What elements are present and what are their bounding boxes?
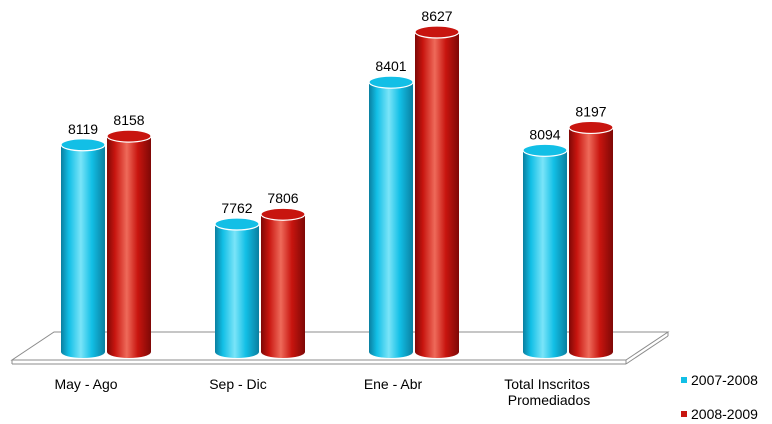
bar-body <box>369 82 413 359</box>
category-label-may-ago: May - Ago <box>54 376 117 392</box>
value-label-total-inscritos-promediados-2007-2008: 8094 <box>529 126 560 142</box>
bar-top-cap <box>368 75 414 89</box>
bar-body <box>215 224 259 358</box>
bar-body <box>569 127 613 358</box>
value-label-ene-abr-2008-2009: 8627 <box>421 8 452 24</box>
legend-label-2008-2009: 2008-2009 <box>691 406 758 422</box>
bar-may-ago-2008-2009 <box>106 129 152 358</box>
category-label-sep-dic: Sep - Dic <box>209 376 267 392</box>
bars-group <box>60 25 614 359</box>
value-label-may-ago-2008-2009: 8158 <box>113 112 144 128</box>
bar-total-inscritos-promediados-2007-2008 <box>522 143 568 358</box>
bar-top-cap <box>214 217 260 231</box>
bar-body <box>415 32 459 358</box>
value-label-sep-dic-2007-2008: 7762 <box>221 200 252 216</box>
legend: 2007-2008 2008-2009 <box>681 372 758 422</box>
bar-total-inscritos-promediados-2008-2009 <box>568 120 614 358</box>
legend-swatch-2007-2008 <box>681 377 687 383</box>
category-label-total: Total Inscritos Promediados <box>504 376 593 408</box>
legend-label-2007-2008: 2007-2008 <box>691 372 758 388</box>
value-label-total-inscritos-promediados-2008-2009: 8197 <box>575 103 606 119</box>
value-label-sep-dic-2008-2009: 7806 <box>267 190 298 206</box>
bar-top-cap <box>568 120 614 135</box>
bar-may-ago-2007-2008 <box>60 138 106 358</box>
bar-ene-abr-2008-2009 <box>414 25 460 358</box>
bar-body <box>61 144 105 358</box>
bar-body <box>523 150 567 358</box>
floor-side-line <box>625 335 669 365</box>
value-label-ene-abr-2007-2008: 8401 <box>375 58 406 74</box>
value-labels-group: 8119 8158 7762 7806 8401 8627 8094 8197 <box>68 8 607 216</box>
bar-top-cap <box>414 25 460 39</box>
bar-body <box>261 214 305 358</box>
bar-sep-dic-2008-2009 <box>260 207 306 358</box>
bar-body <box>107 136 151 358</box>
bar-top-cap <box>60 138 106 152</box>
bar-top-cap <box>260 207 306 221</box>
bar-top-cap <box>106 129 152 143</box>
legend-swatch-2008-2009 <box>681 411 687 417</box>
value-label-may-ago-2007-2008: 8119 <box>68 121 98 137</box>
category-labels: May - Ago Sep - Dic Ene - Abr Total Insc… <box>54 376 593 408</box>
bar-sep-dic-2007-2008 <box>214 217 260 358</box>
category-label-ene-abr: Ene - Abr <box>364 376 423 392</box>
bar-ene-abr-2007-2008 <box>368 75 414 359</box>
bar-top-cap <box>522 143 568 157</box>
